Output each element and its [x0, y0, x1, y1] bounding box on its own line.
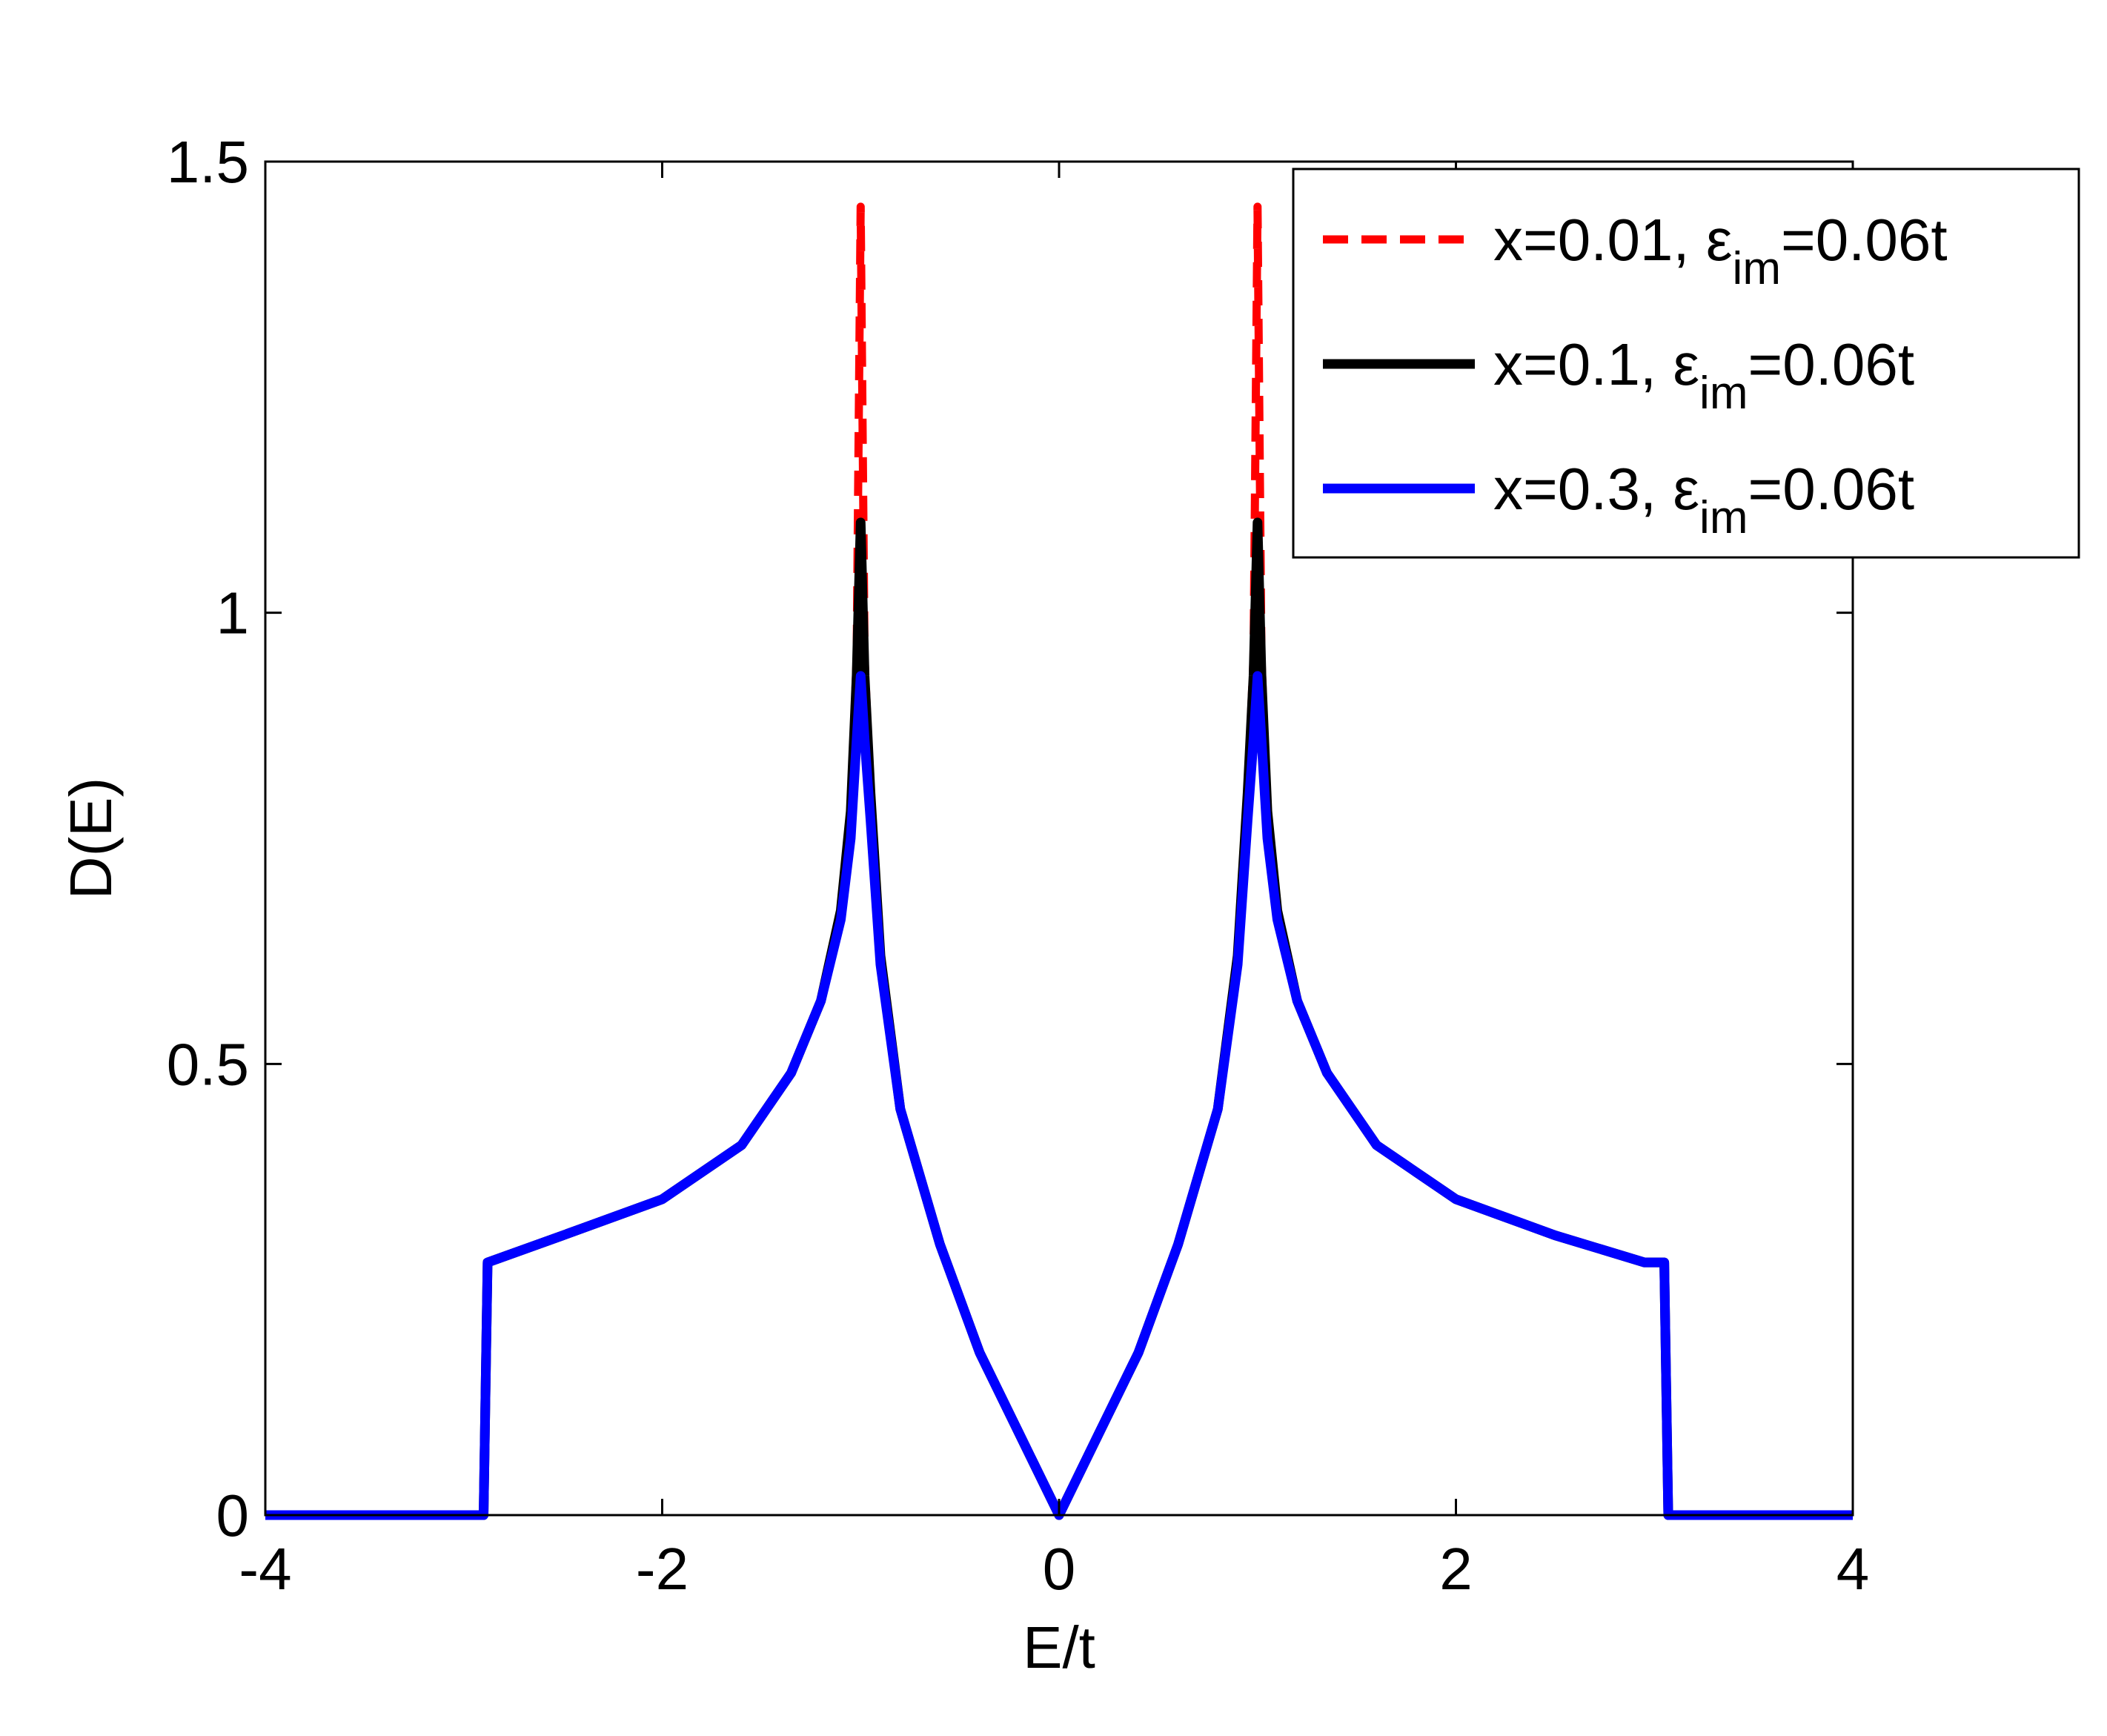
- y-axis-label: D(E): [58, 778, 124, 899]
- series-layer: [265, 202, 1853, 1520]
- x-tick-label: -4: [239, 1536, 291, 1602]
- y-tick-label: 0.5: [167, 1031, 249, 1097]
- x-tick-label: 4: [1836, 1536, 1870, 1602]
- legend-label-1: x=0.01, εim=0.06t: [1493, 207, 1948, 294]
- series-line-3: [265, 671, 1853, 1520]
- x-tick-label: 2: [1439, 1536, 1473, 1602]
- x-tick-label: 0: [1043, 1536, 1076, 1602]
- legend-label-2: x=0.1, εim=0.06t: [1493, 331, 1914, 419]
- x-axis-label: E/t: [1023, 1614, 1095, 1680]
- y-tick-label: 0: [216, 1482, 250, 1548]
- x-tick-label: -2: [636, 1536, 688, 1602]
- legend-label-3: x=0.3, εim=0.06t: [1493, 456, 1914, 543]
- legend: x=0.01, εim=0.06t x=0.1, εim=0.06t x=0.3, …: [1292, 168, 2080, 559]
- y-tick-label: 1.5: [167, 129, 249, 195]
- tick-layer: -4 -2 0 2 4 0 0.5 1 1.5: [167, 129, 1869, 1602]
- y-tick-label: 1: [216, 580, 250, 646]
